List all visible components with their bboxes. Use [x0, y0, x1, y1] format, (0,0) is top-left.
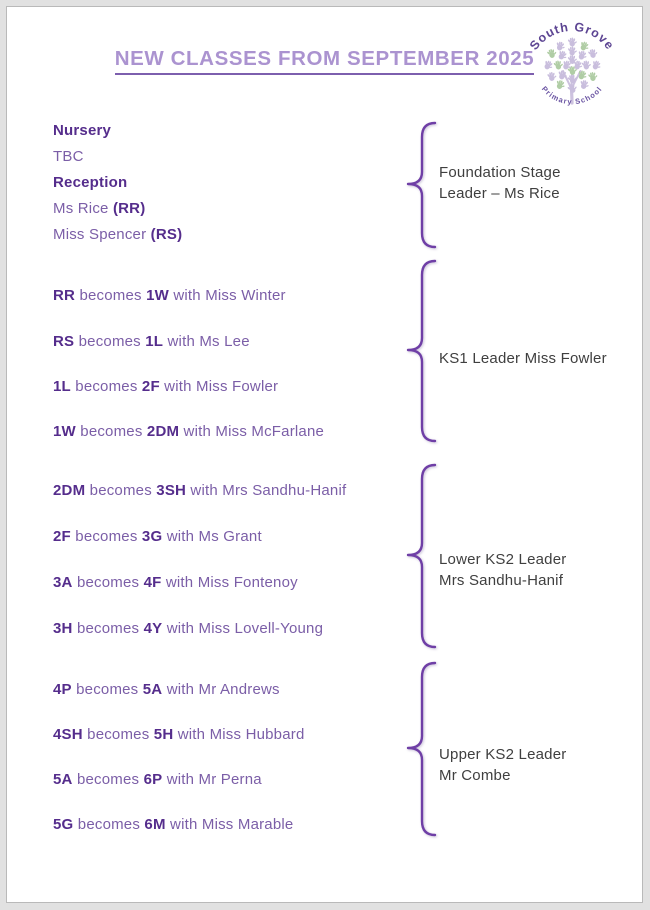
- line-segment: with Ms Lee: [163, 333, 250, 350]
- line-segment: 3H: [53, 620, 73, 637]
- line-segment: TBC: [53, 148, 84, 165]
- group-brace: [406, 661, 437, 837]
- class-assignment-line: 5G becomes 6M with Miss Marable: [53, 816, 293, 833]
- leader-label-line: Mrs Sandhu-Hanif: [439, 572, 564, 589]
- line-segment: becomes: [71, 681, 143, 698]
- line-segment: 5A: [142, 681, 163, 698]
- line-segment: (RS): [150, 226, 183, 243]
- leader-label: KS1 Leader Miss Fowler: [439, 348, 607, 369]
- line-segment: with Miss Hubbard: [173, 726, 305, 743]
- leader-label: Lower KS2 Leader Mrs Sandhu-Hanif: [439, 549, 566, 591]
- line-segment: with Ms Grant: [162, 528, 262, 545]
- document-title-text: NEW CLASSES FROM SEPTEMBER 2025: [114, 47, 535, 75]
- line-segment: with Miss Fowler: [159, 378, 279, 395]
- leader-label-line: Upper KS2 Leader: [439, 746, 567, 763]
- line-segment: 2F: [53, 528, 71, 545]
- line-segment: 1W: [53, 423, 76, 440]
- line-segment: Miss Spencer: [53, 226, 151, 243]
- line-segment: becomes: [70, 528, 142, 545]
- line-segment: becomes: [74, 333, 146, 350]
- class-assignment-line: 3A becomes 4F with Miss Fontenoy: [53, 574, 298, 591]
- line-segment: (RR): [112, 200, 146, 217]
- class-assignment-line: 1W becomes 2DM with Miss McFarlane: [53, 423, 324, 440]
- class-assignment-line: RR becomes 1W with Miss Winter: [53, 287, 286, 304]
- line-segment: becomes: [82, 726, 154, 743]
- line-segment: 4Y: [143, 620, 163, 637]
- line-segment: becomes: [73, 816, 145, 833]
- line-segment: 5G: [53, 816, 74, 833]
- class-assignment-line: 2DM becomes 3SH with Mrs Sandhu-Hanif: [53, 482, 346, 499]
- leader-label-line: KS1 Leader Miss Fowler: [439, 350, 607, 367]
- line-segment: becomes: [72, 574, 144, 591]
- document-title: NEW CLASSES FROM SEPTEMBER 2025: [7, 47, 642, 75]
- class-assignment-line: 4SH becomes 5H with Miss Hubbard: [53, 726, 305, 743]
- line-segment: with Mr Perna: [162, 771, 262, 788]
- line-segment: 3G: [141, 528, 163, 545]
- line-segment: 1W: [146, 287, 169, 304]
- leader-label-line: Lower KS2 Leader: [439, 551, 567, 568]
- class-assignment-line: TBC: [53, 148, 84, 165]
- document-page: NEW CLASSES FROM SEPTEMBER 2025: [6, 6, 643, 903]
- line-segment: 6M: [144, 816, 166, 833]
- class-assignment-line: Reception: [53, 174, 127, 191]
- line-segment: becomes: [85, 482, 157, 499]
- school-logo: South Grove Primary School: [527, 20, 616, 106]
- line-segment: Ms Rice: [53, 200, 113, 217]
- class-assignment-line: 2F becomes 3G with Ms Grant: [53, 528, 262, 545]
- class-assignment-line: Miss Spencer (RS): [53, 226, 182, 243]
- line-segment: becomes: [70, 378, 142, 395]
- group-brace: [406, 463, 437, 649]
- line-segment: 6P: [143, 771, 163, 788]
- line-segment: 4F: [143, 574, 162, 591]
- line-segment: becomes: [75, 423, 147, 440]
- leader-label-line: Mr Combe: [439, 767, 511, 784]
- leader-label-line: Leader – Ms Rice: [439, 185, 560, 202]
- line-segment: 4SH: [53, 726, 83, 743]
- line-segment: 2DM: [146, 423, 180, 440]
- line-segment: with Mrs Sandhu-Hanif: [186, 482, 347, 499]
- line-segment: with Miss Lovell-Young: [162, 620, 324, 637]
- line-segment: with Miss McFarlane: [179, 423, 325, 440]
- line-segment: 2F: [141, 378, 160, 395]
- line-segment: becomes: [72, 771, 144, 788]
- class-assignment-line: 4P becomes 5A with Mr Andrews: [53, 681, 280, 698]
- class-assignment-line: 3H becomes 4Y with Miss Lovell-Young: [53, 620, 323, 637]
- group-brace: [406, 259, 437, 443]
- line-segment: RS: [53, 333, 75, 350]
- line-segment: becomes: [75, 287, 147, 304]
- line-segment: 2DM: [53, 482, 86, 499]
- line-segment: with Mr Andrews: [162, 681, 280, 698]
- logo-tree-crown: [542, 36, 603, 95]
- line-segment: with Miss Marable: [165, 816, 294, 833]
- line-segment: becomes: [72, 620, 144, 637]
- line-segment: 1L: [145, 333, 164, 350]
- class-assignment-line: Nursery: [53, 122, 111, 139]
- line-segment: 5A: [53, 771, 73, 788]
- line-segment: RR: [53, 287, 76, 304]
- line-segment: 4P: [53, 681, 72, 698]
- leader-label: Upper KS2 Leader Mr Combe: [439, 744, 566, 786]
- line-segment: with Miss Winter: [168, 287, 286, 304]
- leader-label-line: Foundation Stage: [439, 164, 561, 181]
- line-segment: 3SH: [156, 482, 187, 499]
- line-segment: Nursery: [53, 122, 112, 139]
- class-assignment-line: RS becomes 1L with Ms Lee: [53, 333, 250, 350]
- leader-label: Foundation Stage Leader – Ms Rice: [439, 162, 561, 204]
- group-brace: [406, 121, 437, 249]
- line-segment: 3A: [53, 574, 73, 591]
- line-segment: with Miss Fontenoy: [161, 574, 298, 591]
- class-assignment-line: 1L becomes 2F with Miss Fowler: [53, 378, 278, 395]
- line-segment: 5H: [153, 726, 174, 743]
- class-assignment-line: Ms Rice (RR): [53, 200, 145, 217]
- line-segment: 1L: [53, 378, 71, 395]
- class-assignment-line: 5A becomes 6P with Mr Perna: [53, 771, 262, 788]
- line-segment: Reception: [53, 174, 128, 191]
